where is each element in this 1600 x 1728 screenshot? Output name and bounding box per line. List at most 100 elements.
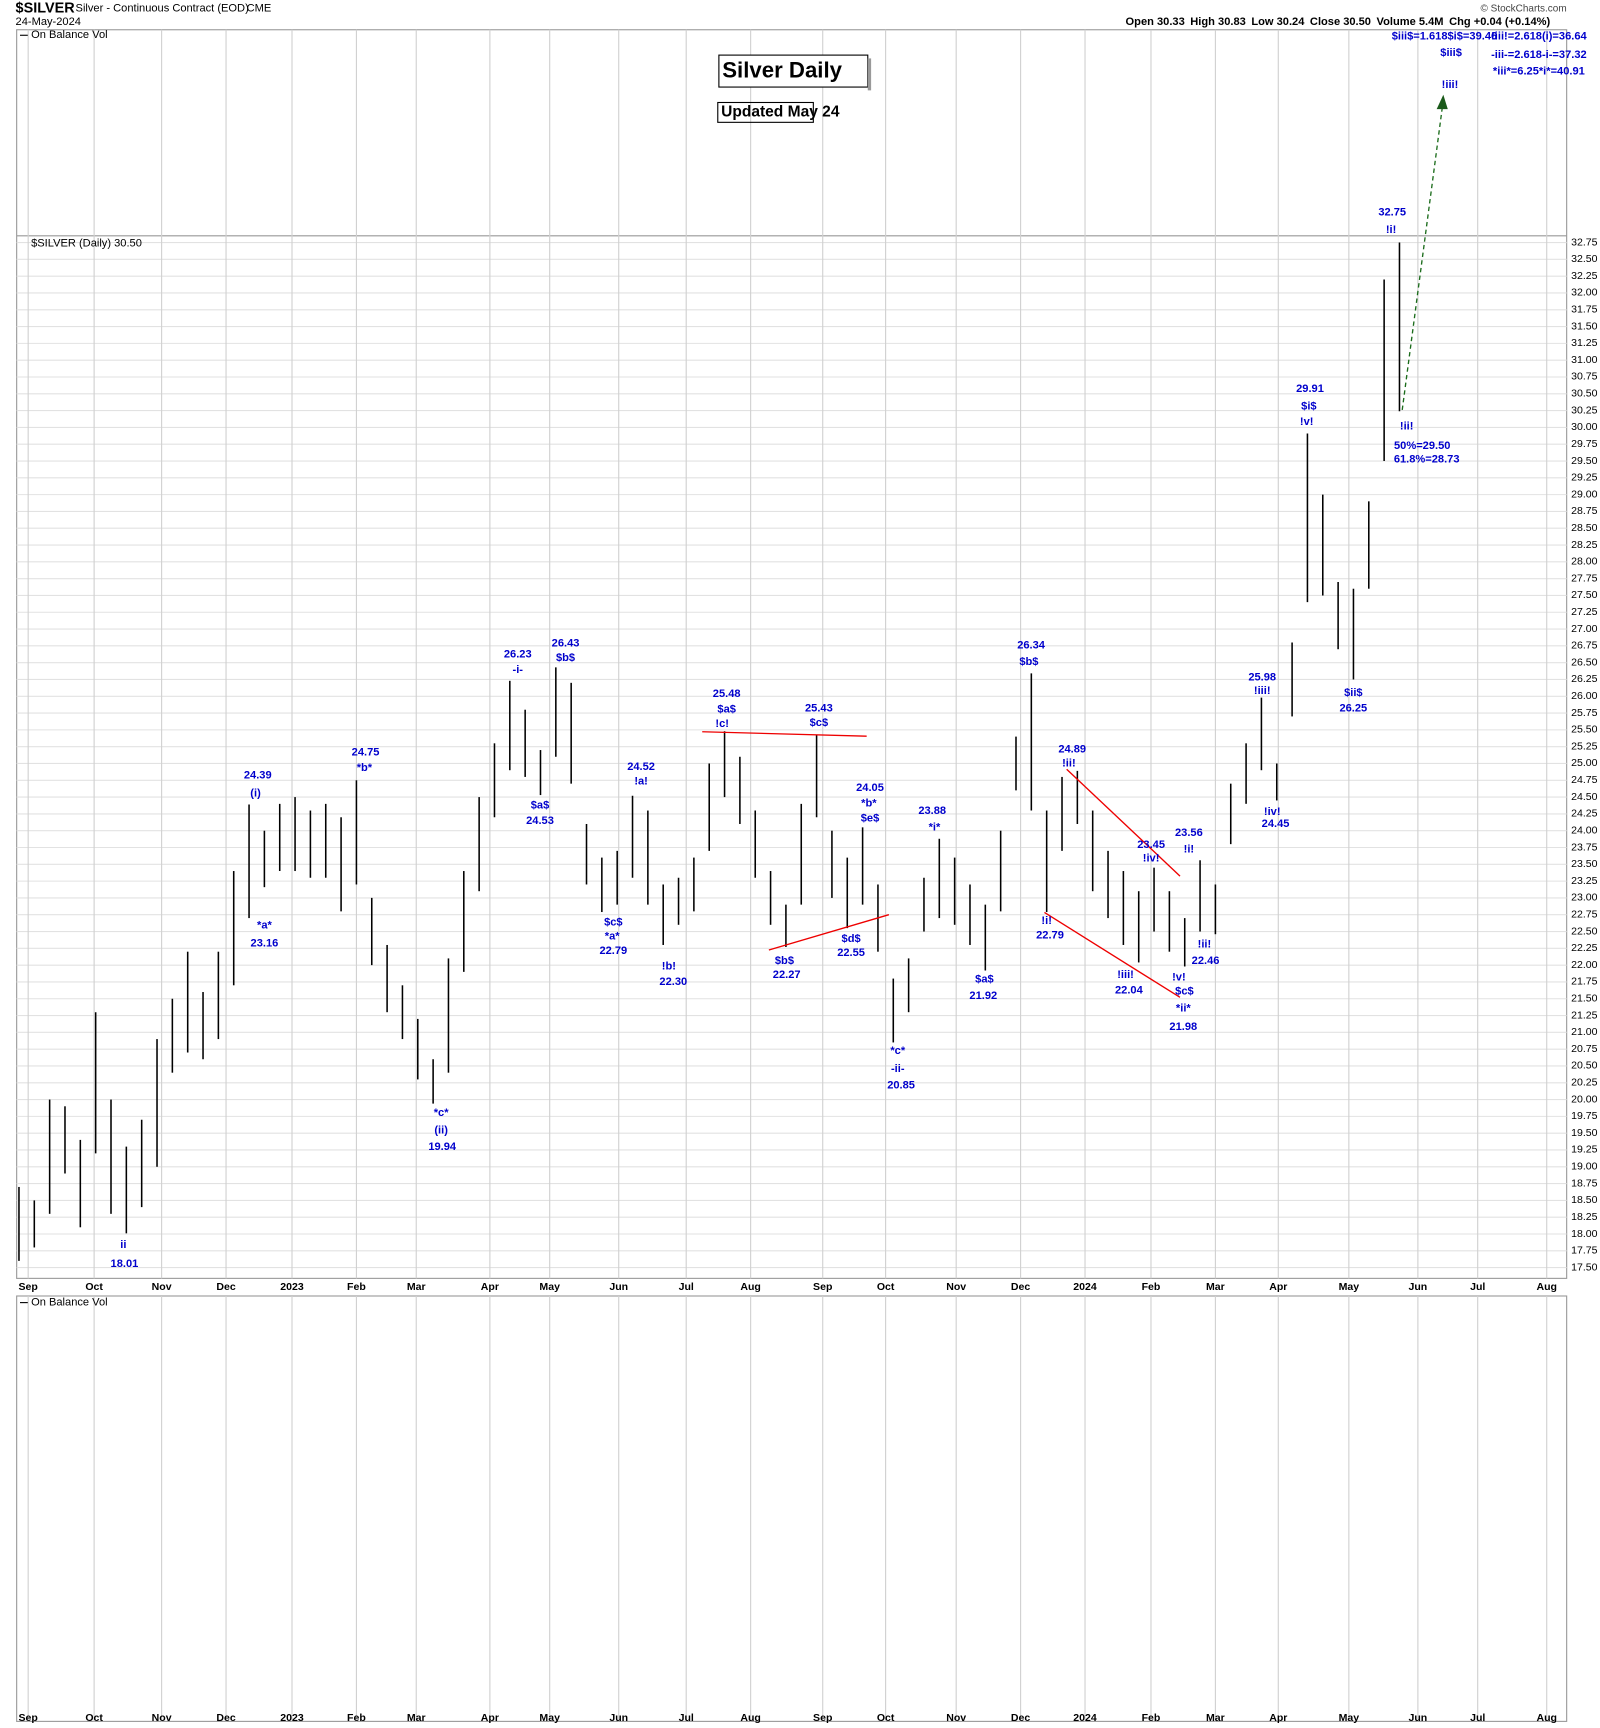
wave-label: (ii) <box>434 1125 448 1137</box>
title-shadow <box>867 58 872 91</box>
wave-label: 61.8%=28.73 <box>1394 453 1460 465</box>
x-tick-label: Jul <box>679 1712 694 1724</box>
wave-label: 24.89 <box>1058 743 1086 755</box>
exchange: CME <box>247 3 272 15</box>
x-tick-label: May <box>1339 1712 1360 1724</box>
x-tick-label: Nov <box>946 1712 966 1724</box>
x-tick-label: Sep <box>18 1712 37 1724</box>
y-tick-label: 22.25 <box>1571 942 1598 954</box>
x-tick-label: Mar <box>1206 1712 1225 1724</box>
x-tick-label: Aug <box>740 1281 761 1293</box>
wave-label: 26.23 <box>504 649 532 661</box>
wave-label: (i) <box>250 787 261 799</box>
x-tick-label: Apr <box>1269 1281 1287 1293</box>
wave-label: 23.56 <box>1175 827 1203 839</box>
wave-label: $iii$=1.618$i$=39.46 <box>1392 30 1497 42</box>
wave-label: !ii! <box>1198 938 1212 950</box>
wave-label: 22.46 <box>1192 955 1220 967</box>
x-tick-label: Feb <box>347 1281 366 1293</box>
x-tick-label: Jun <box>609 1281 628 1293</box>
wave-label: $b$ <box>556 652 575 664</box>
y-tick-label: 20.75 <box>1571 1043 1598 1055</box>
wave-label: -i- <box>513 664 524 676</box>
y-tick-label: 31.00 <box>1571 354 1598 366</box>
y-tick-label: 28.25 <box>1571 539 1598 551</box>
wave-label: 26.25 <box>1339 703 1367 715</box>
y-tick-label: 26.50 <box>1571 656 1598 668</box>
wave-label: !b! <box>662 960 676 972</box>
y-tick-label: 32.00 <box>1571 287 1598 299</box>
wave-label: 21.92 <box>969 990 997 1002</box>
wave-label: *iii*=6.25*i*=40.91 <box>1493 66 1585 78</box>
x-tick-label: Nov <box>946 1281 966 1293</box>
wave-label: $a$ <box>975 974 994 986</box>
y-tick-label: 22.50 <box>1571 925 1598 937</box>
x-tick-label: Sep <box>813 1281 832 1293</box>
wave-label: !c! <box>715 718 729 730</box>
quote: Open 30.33 High 30.83 Low 30.24 Close 30.50… <box>1126 16 1551 28</box>
y-tick-label: 30.75 <box>1571 371 1598 383</box>
wave-label: 22.79 <box>599 945 627 957</box>
wave-label: !iv! <box>1143 852 1160 864</box>
wave-label: 24.39 <box>244 770 272 782</box>
trend-line <box>1066 768 1181 877</box>
y-tick-label: 18.50 <box>1571 1194 1598 1206</box>
y-tick-label: 24.25 <box>1571 808 1598 820</box>
wave-label: $e$ <box>861 813 880 825</box>
y-tick-label: 28.50 <box>1571 522 1598 534</box>
x-tick-label: Nov <box>152 1712 172 1724</box>
wave-label: !ii! <box>1062 758 1076 770</box>
y-tick-label: 30.25 <box>1571 404 1598 416</box>
x-tick-label: Apr <box>481 1712 499 1724</box>
wave-label: 29.91 <box>1296 383 1324 395</box>
wave-label: !i! <box>1184 844 1194 856</box>
y-tick-label: 29.25 <box>1571 472 1598 484</box>
y-tick-label: 19.25 <box>1571 1144 1598 1156</box>
wave-label: $c$ <box>604 916 623 928</box>
y-tick-label: 31.50 <box>1571 320 1598 332</box>
grid: 17.50 17.75 18.00 18.25 18.50 18.75 19.00 19.25… <box>16 29 1598 1724</box>
wave-label: !iii!=2.618(i)=36.64 <box>1491 30 1587 42</box>
wave-label: $d$ <box>842 933 861 945</box>
x-tick-label: Dec <box>216 1281 236 1293</box>
wave-label: *b* <box>861 797 877 809</box>
wave-label: 26.43 <box>552 638 580 650</box>
x-tick-label: May <box>539 1712 560 1724</box>
indicator-label: On Balance Vol <box>31 1297 107 1309</box>
y-tick-label: 20.50 <box>1571 1060 1598 1072</box>
x-tick-label: Jun <box>609 1712 628 1724</box>
x-tick-label: 2023 <box>280 1281 304 1293</box>
x-tick-label: Feb <box>1142 1281 1161 1293</box>
x-tick-label: Oct <box>877 1712 895 1724</box>
y-tick-label: 22.75 <box>1571 909 1598 921</box>
y-tick-label: 25.00 <box>1571 757 1598 769</box>
x-tick-label: Dec <box>216 1712 236 1724</box>
wave-label: 25.98 <box>1248 672 1276 684</box>
wave-label: *ii* <box>1176 1002 1192 1014</box>
obv-panel <box>16 1295 1568 1722</box>
wave-label: $b$ <box>775 955 794 967</box>
wave-label: 18.01 <box>111 1258 139 1270</box>
quote-item: Volume 5.4M <box>1377 16 1444 28</box>
wave-label: *i* <box>929 822 941 834</box>
annotations: 32.75 !i! 29.91 $i$ !v! !ii! 50%=29.5061.8%=28… <box>111 30 1588 1270</box>
wave-label: 24.45 <box>1262 818 1290 830</box>
x-tick-label: Oct <box>877 1281 895 1293</box>
y-tick-label: 25.50 <box>1571 724 1598 736</box>
y-tick-label: 30.50 <box>1571 388 1598 400</box>
y-tick-label: 23.50 <box>1571 858 1598 870</box>
y-tick-label: 24.50 <box>1571 791 1598 803</box>
wave-label: $c$ <box>1175 986 1194 998</box>
wave-label: -iii-=2.618-i-=37.32 <box>1491 49 1587 61</box>
x-tick-label: Feb <box>1142 1712 1161 1724</box>
y-tick-label: 21.50 <box>1571 993 1598 1005</box>
y-tick-label: 21.00 <box>1571 1026 1598 1038</box>
wave-label: $b$ <box>1019 656 1038 668</box>
wave-label: 25.43 <box>805 703 833 715</box>
x-tick-label: Oct <box>85 1712 103 1724</box>
wave-label: $ii$ <box>1344 687 1363 699</box>
trend-line <box>702 731 867 737</box>
y-tick-label: 19.50 <box>1571 1127 1598 1139</box>
quote-item: Chg +0.04 (+0.14%) <box>1449 16 1550 28</box>
